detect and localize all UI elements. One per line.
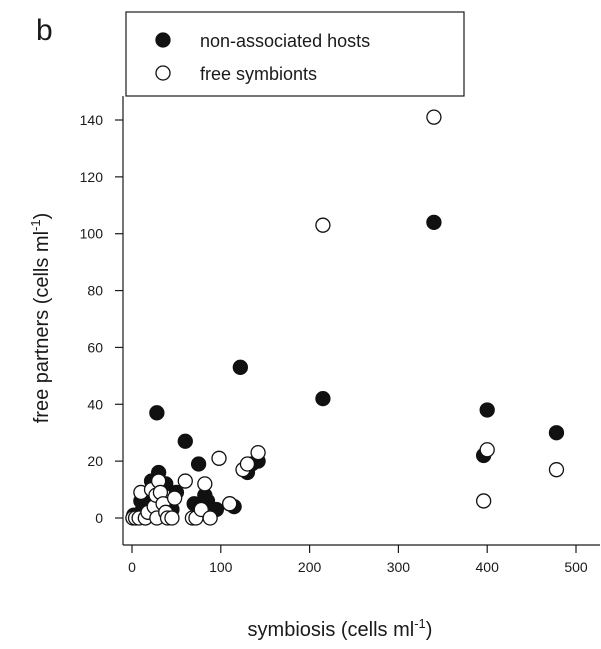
- point-free-symbiont: [475, 493, 492, 509]
- y-axis-label-text: free partners (cells ml: [31, 231, 53, 423]
- x-axis-label-end: ): [426, 619, 433, 641]
- x-tick-label: 200: [298, 559, 322, 575]
- y-tick-label: 20: [87, 453, 103, 469]
- point-non-associated-host: [232, 359, 248, 375]
- point-free-symbiont: [222, 496, 238, 512]
- point-free-symbiont: [164, 510, 180, 526]
- point-free-symbiont: [197, 476, 213, 492]
- y-axis-label-end: ): [31, 213, 53, 220]
- y-ticks: 0 20 40 60 80 100 120 140: [80, 112, 123, 526]
- point-free-symbiont: [250, 444, 266, 461]
- point-free-symbiont: [426, 109, 442, 125]
- data-points: [125, 109, 565, 526]
- axes: [122, 96, 600, 546]
- point-free-symbiont: [315, 217, 331, 233]
- x-ticks: 0 100 200 300 400 500: [128, 545, 588, 575]
- y-tick-label: 60: [87, 339, 103, 355]
- point-non-associated-host: [426, 214, 442, 230]
- point-free-symbiont: [211, 450, 227, 466]
- legend-marker-open: [155, 65, 171, 81]
- point-non-associated-host: [190, 456, 207, 472]
- point-free-symbiont: [202, 510, 218, 526]
- y-axis-label-sup: -1: [28, 219, 43, 231]
- y-axis-label: free partners (cells ml-1): [28, 213, 53, 424]
- x-axis-label-sup: -1: [414, 616, 426, 631]
- point-free-symbiont: [479, 442, 495, 458]
- y-tick-label: 140: [80, 112, 104, 128]
- x-axis-label: symbiosis (cells ml-1): [248, 616, 433, 641]
- point-non-associated-host: [479, 402, 495, 418]
- x-tick-label: 300: [387, 559, 411, 575]
- point-non-associated-host: [149, 405, 165, 421]
- point-non-associated-host: [548, 425, 565, 441]
- y-tick-label: 120: [80, 169, 104, 185]
- y-tick-label: 80: [87, 283, 103, 299]
- point-free-symbiont: [548, 462, 565, 478]
- point-non-associated-host: [315, 390, 331, 407]
- y-tick-label: 100: [80, 226, 104, 242]
- legend-marker-filled: [155, 32, 171, 48]
- x-tick-label: 500: [564, 559, 588, 575]
- x-tick-label: 400: [476, 559, 500, 575]
- legend: non-associated hosts free symbionts: [125, 11, 465, 97]
- legend-box: [125, 11, 465, 97]
- x-tick-label: 100: [209, 559, 233, 575]
- point-free-symbiont: [166, 490, 183, 506]
- y-tick-label: 0: [95, 510, 103, 526]
- x-tick-label: 0: [128, 559, 136, 575]
- x-axis-label-text: symbiosis (cells ml: [248, 619, 415, 641]
- legend-label-symbionts: free symbionts: [200, 64, 317, 84]
- y-tick-label: 40: [87, 396, 103, 412]
- point-free-symbiont: [239, 456, 256, 472]
- panel-label: b: [36, 14, 53, 47]
- legend-label-hosts: non-associated hosts: [200, 31, 370, 51]
- point-free-symbiont: [177, 473, 193, 489]
- point-non-associated-host: [177, 433, 193, 449]
